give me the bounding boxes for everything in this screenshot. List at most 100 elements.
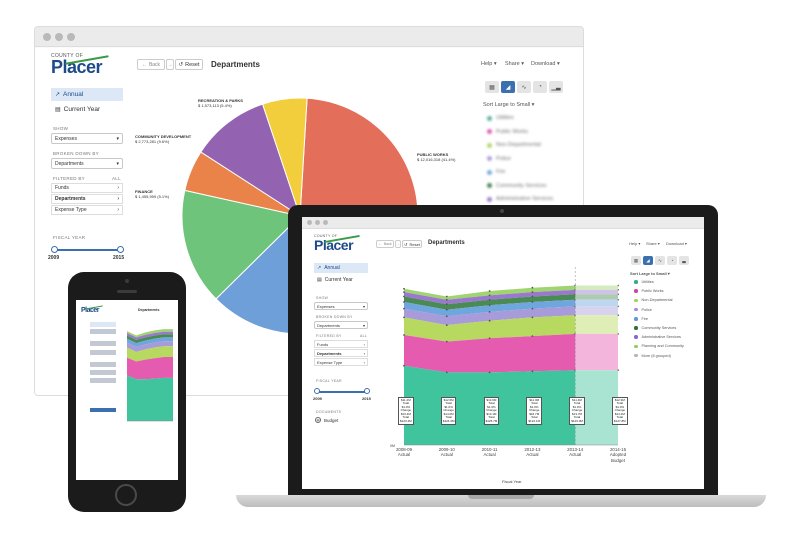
filter-all-link[interactable]: All <box>112 176 121 181</box>
area-point[interactable] <box>531 307 534 310</box>
legend-item[interactable]: Fire <box>487 169 505 175</box>
legend-item[interactable]: Public Works <box>634 289 664 293</box>
legend-item[interactable]: Administrative Services <box>634 335 681 339</box>
fiscal-year-slider-start[interactable] <box>51 246 58 253</box>
area-series[interactable] <box>127 334 173 344</box>
back-button[interactable]: ← Back <box>376 240 394 248</box>
area-point[interactable] <box>445 298 448 301</box>
filter-departments[interactable]: Departments › <box>314 349 368 357</box>
pie-slice[interactable] <box>261 97 308 217</box>
download-menu[interactable]: Download ▾ <box>666 241 687 246</box>
legend-item[interactable]: Public Works <box>487 129 528 135</box>
area-series[interactable] <box>404 315 618 342</box>
area-point[interactable] <box>531 295 534 298</box>
nav-current-year[interactable]: ▤ Current Year <box>314 275 368 284</box>
window-dot[interactable] <box>43 33 51 41</box>
area-chart-icon[interactable]: ◢ <box>643 256 653 265</box>
fiscal-year-slider-end[interactable] <box>364 388 370 394</box>
home-button[interactable] <box>115 484 137 506</box>
filter-expense-type[interactable]: Expense Type › <box>314 358 368 366</box>
pie-slice[interactable] <box>181 189 302 300</box>
area-point[interactable] <box>531 370 534 373</box>
bar-chart-icon[interactable]: ▃ <box>679 256 689 265</box>
fiscal-year-slider-track[interactable] <box>55 249 121 251</box>
forward-button[interactable]: → <box>395 240 401 248</box>
area-point[interactable] <box>403 316 405 319</box>
area-point[interactable] <box>531 291 534 293</box>
area-chart-icon[interactable]: ◢ <box>501 81 515 93</box>
area-series[interactable] <box>127 375 173 421</box>
legend-item[interactable]: Planning and Community <box>634 344 684 348</box>
pie-chart-icon[interactable]: ◔ <box>667 256 677 265</box>
area-point[interactable] <box>488 290 491 292</box>
filter-departments[interactable] <box>90 370 116 375</box>
area-point[interactable] <box>488 337 491 340</box>
legend-item[interactable]: Administrative Services <box>487 196 553 202</box>
legend-item[interactable]: Utilities <box>487 115 514 121</box>
area-point[interactable] <box>488 304 491 307</box>
area-point[interactable] <box>403 334 405 336</box>
area-point[interactable] <box>488 371 491 374</box>
area-point[interactable] <box>445 308 448 311</box>
budget-document-link[interactable]: ▤ Budget <box>315 417 338 423</box>
legend-item[interactable]: Non-Departmental <box>634 298 673 302</box>
area-series[interactable] <box>404 299 618 317</box>
area-series[interactable] <box>404 285 618 300</box>
area-series[interactable] <box>404 294 618 310</box>
area-point[interactable] <box>445 315 448 318</box>
filter-funds[interactable]: Funds › <box>314 340 368 348</box>
area-point[interactable] <box>445 295 448 298</box>
area-point[interactable] <box>531 301 534 303</box>
legend-item[interactable]: Non-Departmental <box>487 142 541 148</box>
legend-item[interactable]: Utilities <box>634 280 654 284</box>
show-select[interactable]: Expenses ▾ <box>314 302 368 310</box>
legend-item[interactable]: Police <box>487 156 511 162</box>
nav-annual[interactable]: ↗ Annual <box>314 263 368 273</box>
forward-button[interactable]: → <box>166 59 174 70</box>
legend-item[interactable]: Police <box>634 308 652 312</box>
fiscal-year-slider-start[interactable] <box>314 388 320 394</box>
area-point[interactable] <box>445 371 448 374</box>
window-dot[interactable] <box>323 220 328 225</box>
sort-dropdown[interactable]: Sort Large to Small ▾ <box>483 102 535 108</box>
legend-item[interactable]: Community Services <box>487 183 546 189</box>
line-chart-icon[interactable]: ∿ <box>517 81 531 93</box>
area-series[interactable] <box>404 289 618 305</box>
show-select[interactable]: Expenses ▾ <box>51 133 123 144</box>
pie-slice[interactable] <box>200 103 301 218</box>
line-chart-icon[interactable]: ∿ <box>655 256 665 265</box>
area-series[interactable] <box>404 306 618 326</box>
area-point[interactable] <box>531 335 534 337</box>
help-menu[interactable]: Help ▾ <box>481 61 497 67</box>
window-dot[interactable] <box>55 33 63 41</box>
share-menu[interactable]: Share ▾ <box>505 61 524 67</box>
pie-chart-icon[interactable]: ◔ <box>533 81 547 93</box>
nav-current-year[interactable] <box>90 329 116 334</box>
fiscal-year-slider-track[interactable] <box>318 391 368 393</box>
area-point[interactable] <box>488 311 491 313</box>
reset-button[interactable]: ↺ Reset <box>402 240 422 248</box>
area-series[interactable] <box>127 341 173 352</box>
share-menu[interactable]: Share ▾ <box>646 241 660 246</box>
window-dot[interactable] <box>315 220 320 225</box>
area-series[interactable] <box>127 331 173 340</box>
nav-annual[interactable] <box>90 322 116 327</box>
area-point[interactable] <box>531 286 534 289</box>
sort-dropdown[interactable]: Sort Large to Small ▾ <box>630 271 670 276</box>
area-series[interactable] <box>127 329 173 338</box>
area-point[interactable] <box>403 287 405 290</box>
area-series[interactable] <box>127 357 173 380</box>
table-view-icon[interactable]: ▦ <box>631 256 641 265</box>
bar-chart-icon[interactable]: ▁▃ <box>549 81 563 93</box>
area-series[interactable] <box>127 337 173 347</box>
help-menu[interactable]: Help ▾ <box>629 241 641 246</box>
filter-all-link[interactable]: All <box>360 334 368 338</box>
area-point[interactable] <box>445 324 448 326</box>
window-dot[interactable] <box>307 220 312 225</box>
area-point[interactable] <box>488 298 491 301</box>
area-point[interactable] <box>445 340 448 343</box>
window-dot[interactable] <box>67 33 75 41</box>
filter-funds[interactable] <box>90 362 116 367</box>
filter-departments[interactable]: Departments › <box>51 194 123 204</box>
reset-button[interactable]: ↺ Reset <box>175 59 203 70</box>
